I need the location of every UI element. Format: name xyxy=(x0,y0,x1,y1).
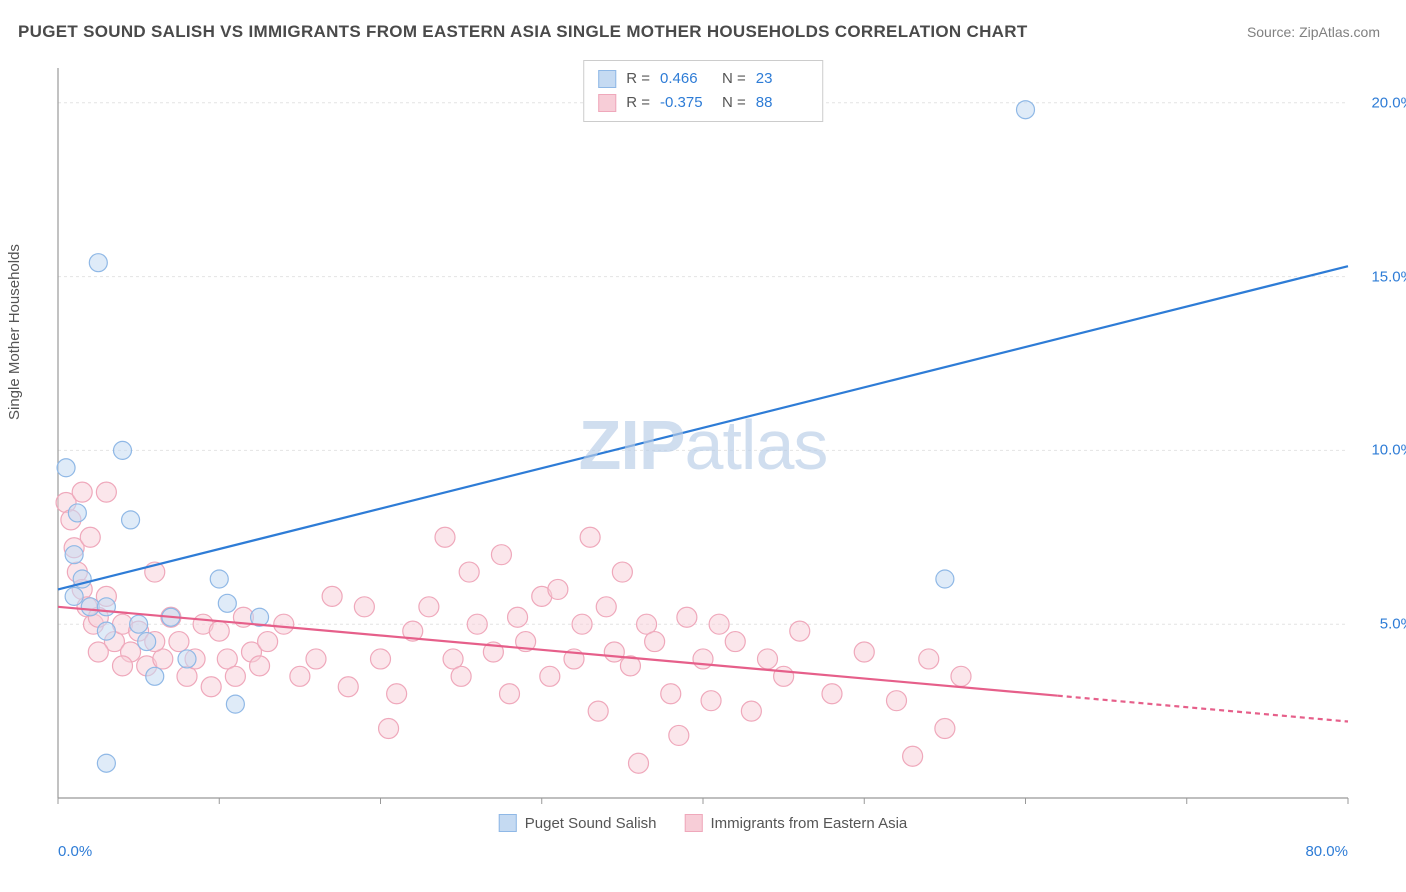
r-value: 0.466 xyxy=(660,67,712,91)
n-value: 23 xyxy=(756,67,808,91)
series-swatch-icon xyxy=(499,814,517,832)
series-swatch-icon xyxy=(598,70,616,88)
scatter-plot-svg xyxy=(48,58,1358,832)
bottom-legend: Puget Sound Salish Immigrants from Easte… xyxy=(499,814,908,832)
y-axis-label: Single Mother Households xyxy=(6,244,23,420)
chart-title: PUGET SOUND SALISH VS IMMIGRANTS FROM EA… xyxy=(18,22,1028,42)
n-value: 88 xyxy=(756,91,808,115)
legend-item: Immigrants from Eastern Asia xyxy=(685,814,908,832)
source-attribution: Source: ZipAtlas.com xyxy=(1247,24,1380,40)
stats-row: R = -0.375 N = 88 xyxy=(598,91,808,115)
y-tick-label: 15.0% xyxy=(1371,268,1406,285)
r-value: -0.375 xyxy=(660,91,712,115)
n-label: N = xyxy=(722,67,746,91)
legend-label: Immigrants from Eastern Asia xyxy=(711,815,908,832)
series-swatch-icon xyxy=(685,814,703,832)
x-tick-label: 80.0% xyxy=(1305,843,1348,860)
legend-item: Puget Sound Salish xyxy=(499,814,657,832)
stats-legend-box: R = 0.466 N = 23 R = -0.375 N = 88 xyxy=(583,60,823,122)
y-tick-label: 10.0% xyxy=(1371,442,1406,459)
r-label: R = xyxy=(626,67,650,91)
series-swatch-icon xyxy=(598,94,616,112)
y-tick-label: 20.0% xyxy=(1371,94,1406,111)
n-label: N = xyxy=(722,91,746,115)
y-tick-label: 5.0% xyxy=(1380,616,1406,633)
r-label: R = xyxy=(626,91,650,115)
legend-label: Puget Sound Salish xyxy=(525,815,657,832)
stats-row: R = 0.466 N = 23 xyxy=(598,67,808,91)
chart-area: ZIPatlas R = 0.466 N = 23 R = -0.375 N =… xyxy=(48,58,1358,832)
x-tick-label: 0.0% xyxy=(58,843,92,860)
